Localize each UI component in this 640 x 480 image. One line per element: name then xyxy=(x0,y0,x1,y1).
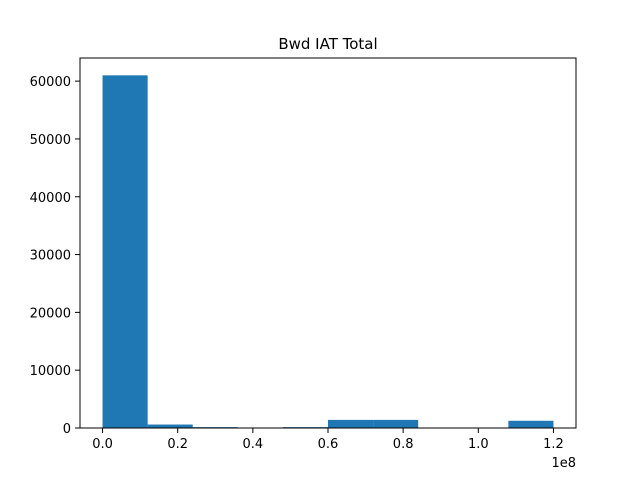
x-axis: 0.0 0.2 0.4 0.6 0.8 1.0 1.2 xyxy=(92,428,564,452)
y-tick-label: 20000 xyxy=(30,306,71,321)
bars-group xyxy=(102,75,554,428)
y-tick-label: 60000 xyxy=(30,75,71,90)
y-tick-label: 10000 xyxy=(30,364,71,379)
chart-title: Bwd IAT Total xyxy=(278,35,377,53)
plot-frame xyxy=(79,57,577,429)
y-axis: 0 10000 20000 30000 40000 50000 60000 xyxy=(30,75,80,437)
histogram-bar xyxy=(102,75,148,428)
histogram-bar xyxy=(328,419,374,428)
y-tick-label: 50000 xyxy=(30,133,71,148)
x-tick-label: 1.0 xyxy=(468,437,489,452)
y-tick-label: 30000 xyxy=(30,249,71,264)
histogram-bar xyxy=(373,419,419,428)
y-tick-label: 40000 xyxy=(30,191,71,206)
x-tick-label: 1.2 xyxy=(543,437,564,452)
histogram-bar xyxy=(508,420,554,428)
y-tick-label: 0 xyxy=(63,422,71,437)
x-tick-label: 0.4 xyxy=(243,437,264,452)
histogram-bar xyxy=(147,424,193,428)
x-tick-label: 0.6 xyxy=(318,437,339,452)
x-tick-label: 0.2 xyxy=(167,437,188,452)
x-offset-label: 1e8 xyxy=(551,456,576,471)
x-tick-label: 0.0 xyxy=(92,437,113,452)
x-tick-label: 0.8 xyxy=(393,437,414,452)
